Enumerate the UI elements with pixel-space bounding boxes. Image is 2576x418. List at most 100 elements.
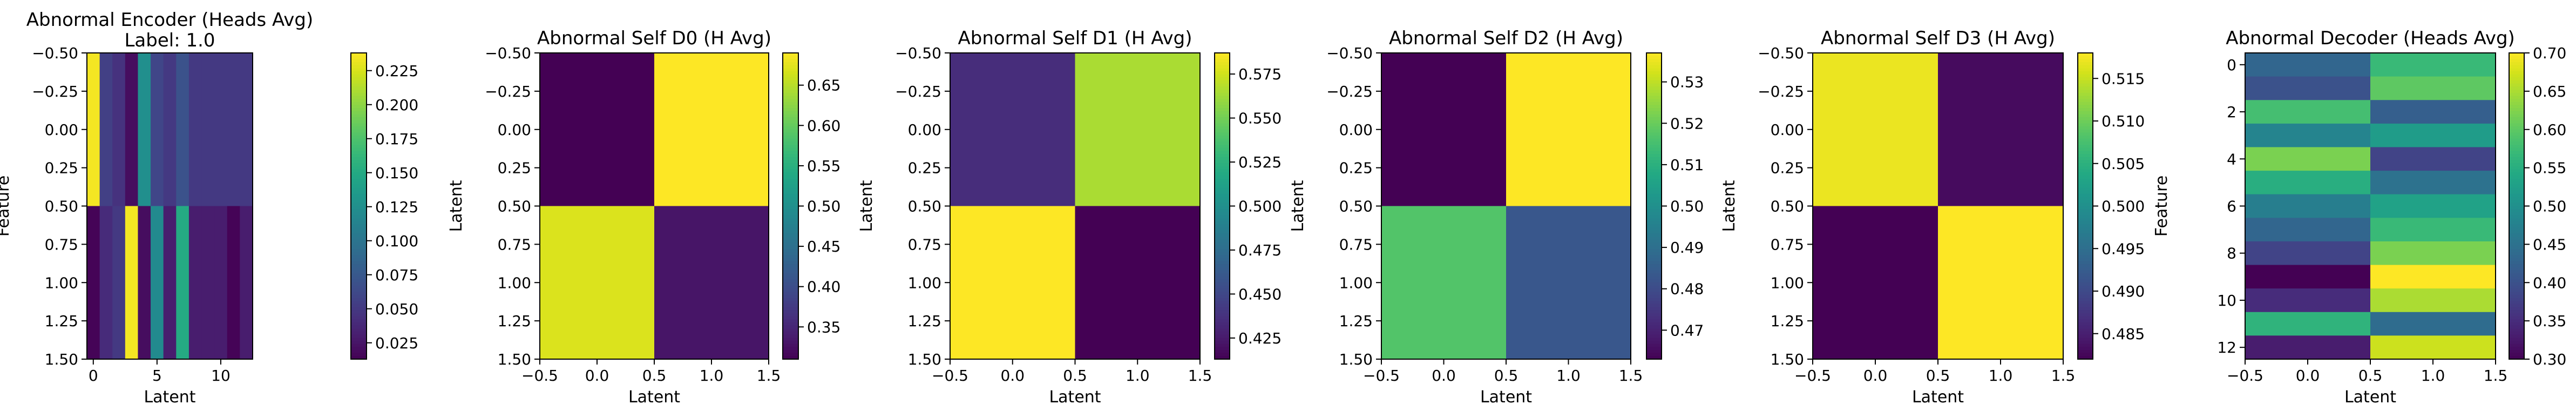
colorbar-strip [1646,292,1662,295]
colorbar-strip [2509,331,2524,335]
colorbar-strip [2078,279,2093,283]
colorbar-tick-label: 0.45 [2533,235,2566,253]
colorbar-strip [2078,298,2093,301]
y-tick-label: 12 [2217,339,2236,356]
colorbar-strip [1646,334,1662,338]
colorbar-strip [783,248,798,253]
x-tick-label: 0.5 [2358,367,2383,385]
colorbar-strip [351,178,367,182]
y-tick-label: 0.25 [498,159,531,177]
colorbar-strip [2078,230,2093,234]
colorbar-strip [783,288,798,292]
colorbar-strip [2078,270,2093,274]
colorbar-strip [1215,193,1230,198]
colorbar-strip [2509,108,2524,112]
colorbar-strip [783,304,798,308]
colorbar-strip [2078,102,2093,105]
y-tick-label: −0.50 [1326,44,1373,62]
heatmap-cell [2370,241,2496,266]
colorbar-strip [2509,328,2524,332]
colorbar-strip [1646,77,1662,81]
colorbar-strip [1215,218,1230,222]
colorbar-strip [1646,65,1662,69]
heatmap-cell [2245,335,2371,360]
heatmap-cell [2370,218,2496,242]
colorbar-strip [1215,285,1230,289]
colorbar-strip [2078,53,2093,57]
colorbar-strip [1646,184,1662,188]
colorbar-strip [2078,331,2093,335]
colorbar-strip [2078,68,2093,72]
colorbar-strip [783,237,798,240]
colorbar-strip [2509,209,2524,213]
y-tick-label: 0.50 [1771,198,1804,215]
colorbar-strip [1215,233,1230,237]
colorbar-strip [2509,59,2524,63]
colorbar-strip [2509,193,2524,198]
colorbar-strip [351,74,367,78]
colorbar-strip [351,258,367,262]
colorbar-strip [2509,279,2524,283]
colorbar-strip [1646,141,1662,145]
colorbar-strip [783,59,798,63]
colorbar-strip [1215,215,1230,219]
colorbar-strip [2509,230,2524,234]
heatmap-cell [2245,171,2371,195]
colorbar-strip [1215,227,1230,231]
colorbar-strip [351,273,367,277]
x-tick-label: 1.0 [1556,367,1581,385]
colorbar-strip [2078,160,2093,164]
colorbar-strip [1646,86,1662,90]
y-tick-label: 6 [2227,198,2236,215]
colorbar-strip [2509,273,2524,277]
colorbar-strip [1646,279,1662,283]
colorbar-strip [783,233,798,237]
colorbar-strip [1215,172,1230,176]
chart-title: Abnormal Decoder (Heads Avg) [2226,28,2515,49]
colorbar-strip [1646,316,1662,320]
heatmap-cell [1813,206,1938,360]
y-tick-label: −0.50 [485,44,531,62]
colorbar-strip [2078,288,2093,292]
colorbar-strip [2078,239,2093,244]
colorbar-strip [351,53,367,57]
colorbar-strip [1215,270,1230,274]
y-tick-label: 1.50 [498,350,531,368]
colorbar-strip [2078,252,2093,255]
x-tick-label: 0.5 [1494,367,1519,385]
colorbar-strip [1215,138,1230,143]
colorbar-strip [1215,267,1230,271]
colorbar-strip [1646,200,1662,204]
colorbar-strip [351,197,367,200]
x-axis-label: Latent [1049,388,1101,407]
y-tick-label: 0.25 [1771,159,1804,177]
colorbar-strip [783,261,798,265]
colorbar-strip [2509,276,2524,280]
colorbar-strip [1646,255,1662,259]
colorbar-strip [351,270,367,274]
colorbar-strip [2078,90,2093,93]
colorbar-strip [2509,304,2524,308]
heatmap-cell [2370,147,2496,171]
colorbar-strip [351,163,367,167]
colorbar-strip [2509,218,2524,222]
heatmap-cell [2245,53,2371,77]
colorbar-strip [2078,65,2093,69]
colorbar-strip [1215,120,1230,124]
colorbar-strip [1646,248,1662,253]
colorbar-strip [351,298,367,301]
colorbar-strip [1215,212,1230,216]
colorbar-strip [1215,111,1230,114]
colorbar-strip [351,212,367,216]
colorbar-strip [2078,56,2093,59]
colorbar-strip [1646,237,1662,240]
colorbar-strip [351,111,367,114]
colorbar-strip [1215,349,1230,354]
colorbar-strip [1215,319,1230,323]
y-tick-label: 0.25 [45,159,78,177]
colorbar-tick-label: 0.65 [2533,83,2566,100]
colorbar-strip [783,120,798,124]
colorbar-strip [783,215,798,219]
colorbar-strip [1215,203,1230,207]
x-tick-label: 0.0 [1432,367,1456,385]
